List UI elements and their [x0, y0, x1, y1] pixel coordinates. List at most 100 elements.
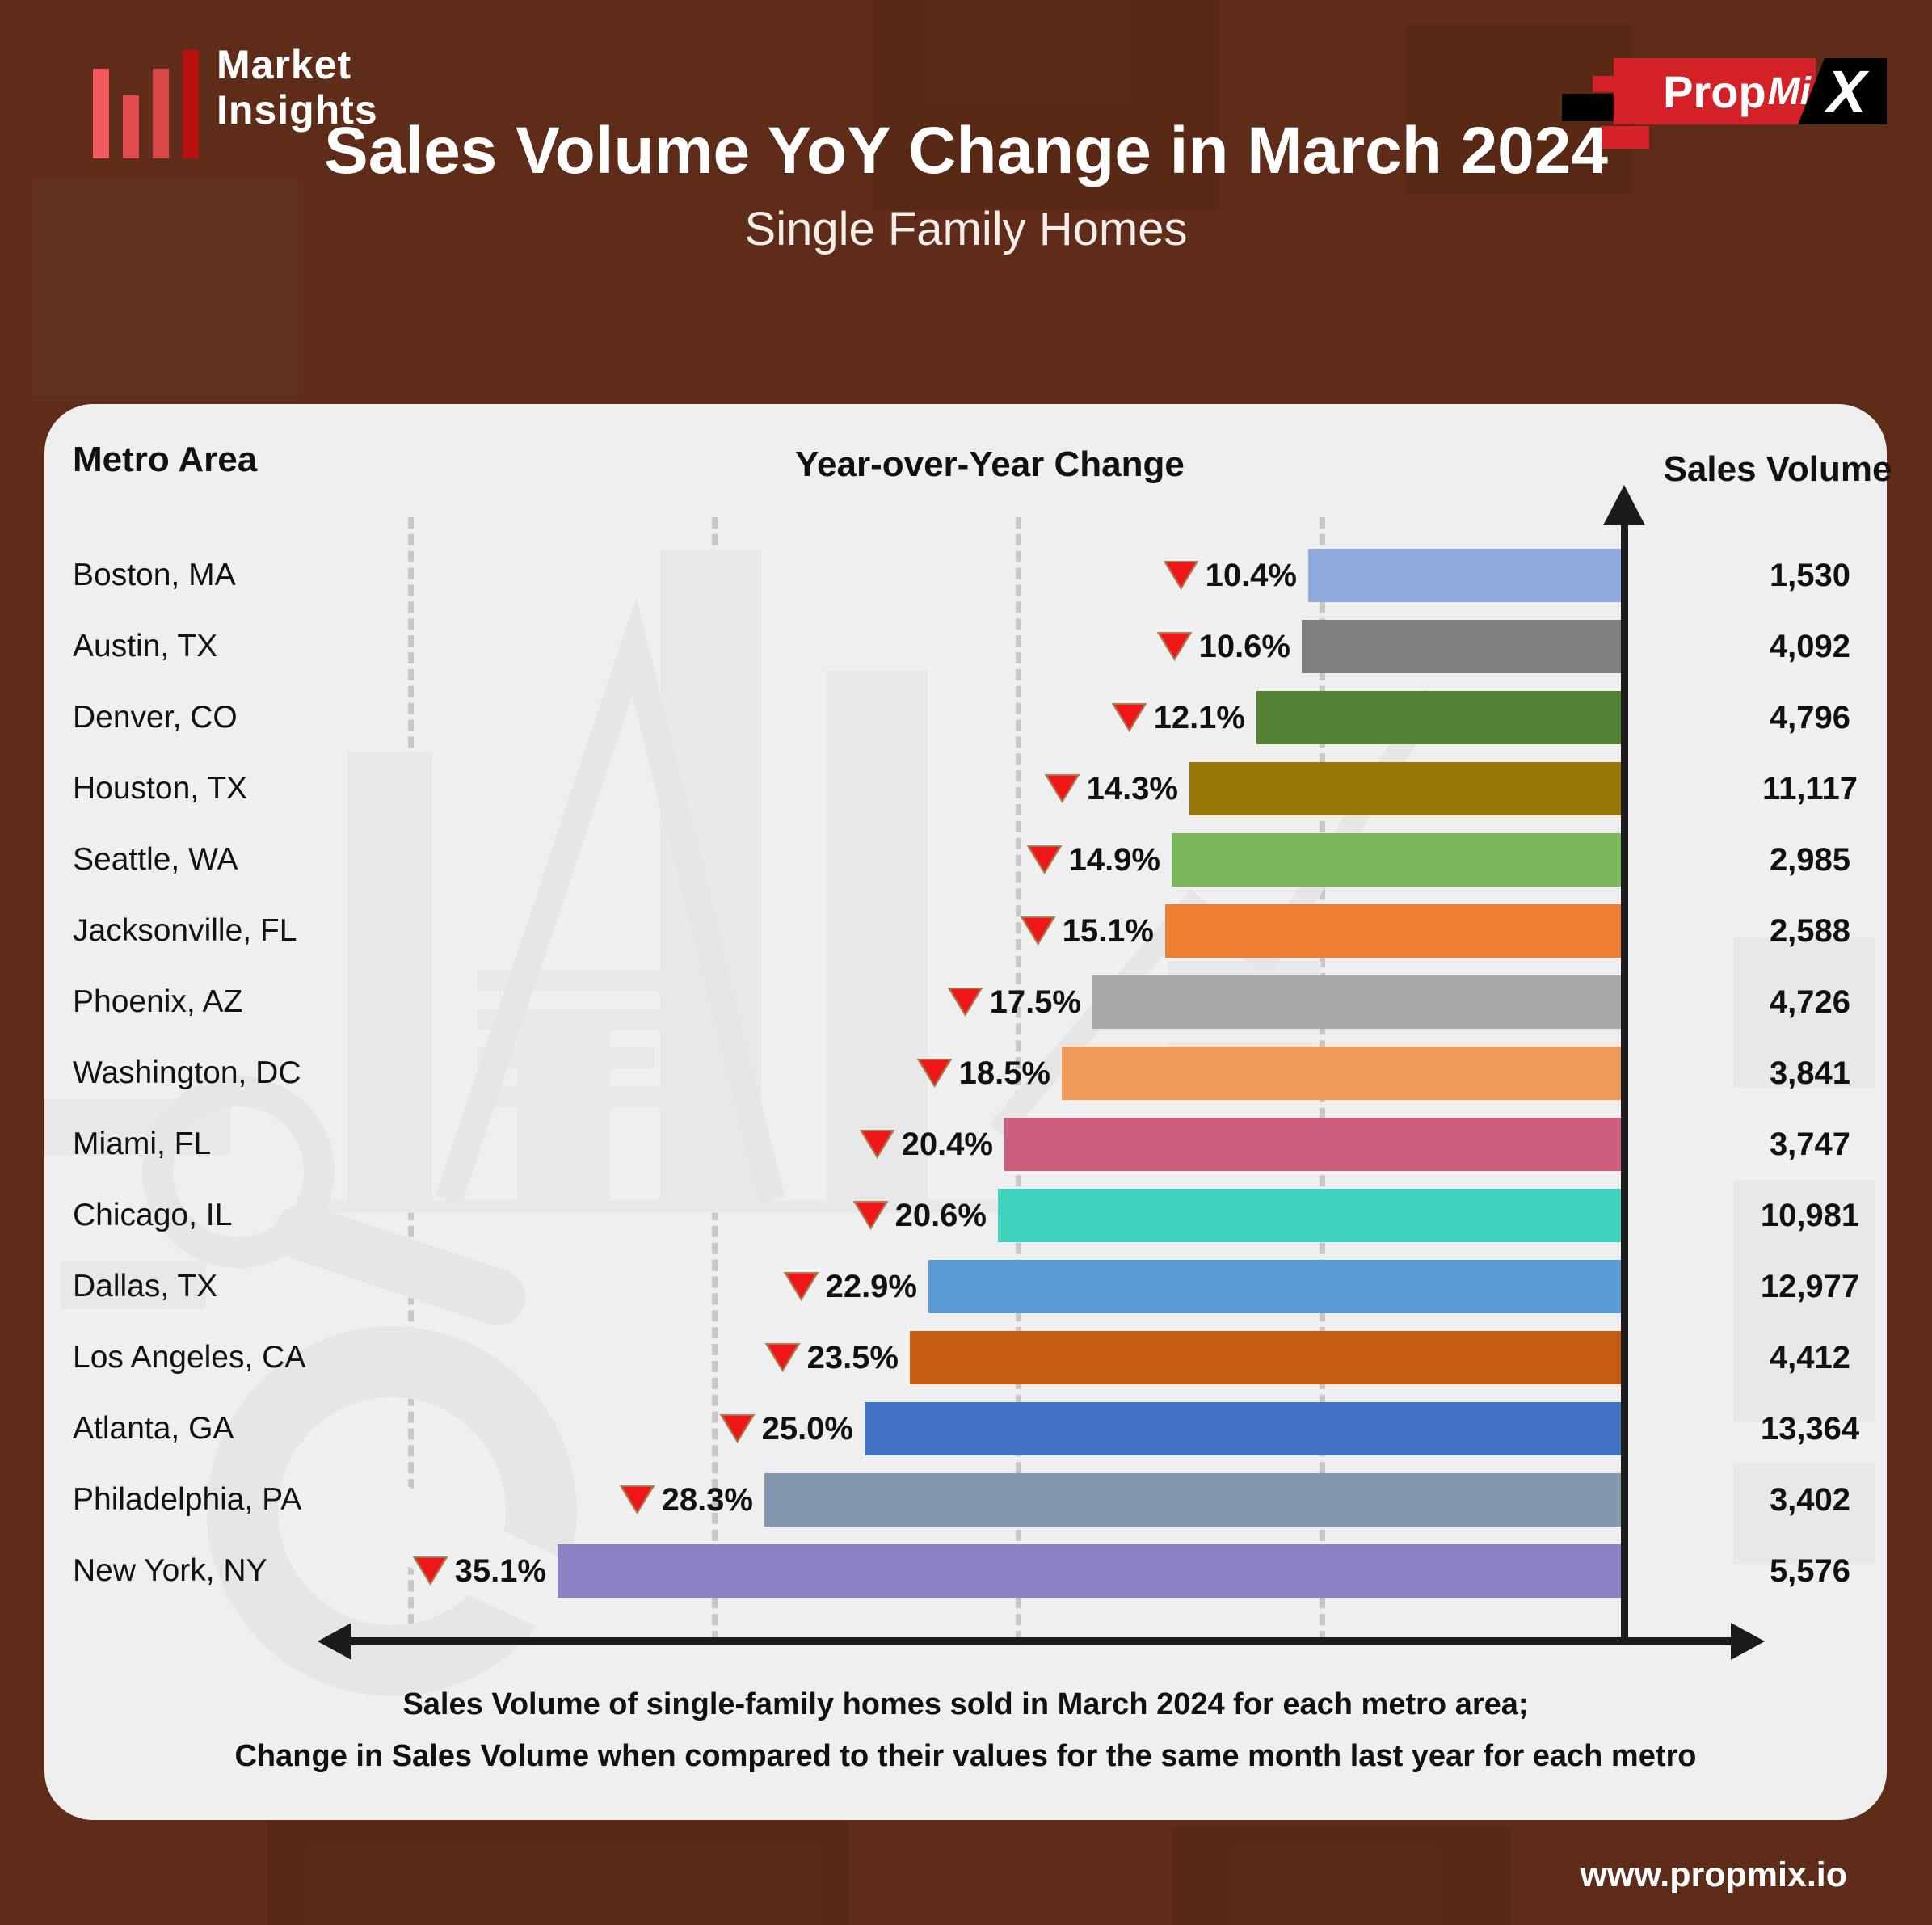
yoy-change-percent-text: 14.9% — [1068, 841, 1160, 878]
market-insights-wordmark: Market Insights — [217, 42, 378, 133]
table-row: Phoenix, AZ 17.5% 4,726 — [44, 967, 1887, 1038]
yoy-change-bar[interactable] — [1308, 549, 1625, 602]
table-row: Chicago, IL 20.6% 10,981 — [44, 1180, 1887, 1251]
metro-area-label: Austin, TX — [73, 629, 218, 663]
yoy-change-value: 20.4% — [859, 1109, 993, 1180]
down-triangle-icon — [412, 1555, 448, 1587]
horizontal-axis-left-arrowhead-icon — [318, 1623, 351, 1660]
down-triangle-icon — [852, 1199, 889, 1232]
metro-area-label: Boston, MA — [73, 558, 236, 592]
yoy-change-bar[interactable] — [1256, 691, 1625, 744]
website-link[interactable]: www.propmix.io — [1580, 1855, 1847, 1894]
metro-area-label: Los Angeles, CA — [73, 1340, 306, 1375]
metro-area-label: Houston, TX — [73, 771, 248, 806]
yoy-change-value: 10.4% — [1163, 540, 1297, 611]
yoy-change-bar[interactable] — [1062, 1047, 1625, 1100]
metro-area-label: Seattle, WA — [73, 842, 238, 877]
yoy-change-percent-text: 35.1% — [454, 1552, 546, 1589]
yoy-change-percent-text: 18.5% — [958, 1055, 1050, 1091]
table-row: Jacksonville, FL 15.1% 2,588 — [44, 895, 1887, 967]
yoy-change-value: 25.0% — [719, 1393, 853, 1464]
page-title: Sales Volume YoY Change in March 2024 — [324, 114, 1608, 187]
yoy-change-value: 12.1% — [1111, 682, 1245, 753]
metro-area-label: Miami, FL — [73, 1127, 212, 1161]
table-row: Boston, MA 10.4% 1,530 — [44, 540, 1887, 611]
logo-bar-icon — [153, 69, 169, 158]
table-row: New York, NY 35.1% 5,576 — [44, 1535, 1887, 1607]
sales-volume-value: 10,981 — [1760, 1198, 1860, 1233]
yoy-change-percent-text: 20.4% — [901, 1126, 993, 1162]
table-row: Seattle, WA 14.9% 2,985 — [44, 824, 1887, 895]
sales-volume-value: 3,402 — [1769, 1482, 1851, 1518]
sales-volume-value: 4,796 — [1769, 700, 1851, 735]
yoy-change-bar[interactable] — [928, 1260, 1625, 1313]
yoy-change-percent-text: 15.1% — [1062, 912, 1154, 949]
down-triangle-icon — [764, 1342, 801, 1374]
yoy-change-percent-text: 10.4% — [1205, 557, 1297, 593]
sales-volume-value: 4,412 — [1769, 1340, 1851, 1375]
down-triangle-icon — [619, 1484, 655, 1516]
propmix-mi-text: Mi — [1767, 70, 1811, 113]
yoy-change-bar[interactable] — [1302, 620, 1625, 673]
sales-volume-value: 3,747 — [1769, 1127, 1851, 1162]
table-row: Philadelphia, PA 28.3% 3,402 — [44, 1464, 1887, 1535]
yoy-change-percent-text: 12.1% — [1153, 699, 1245, 735]
yoy-change-bar[interactable] — [1092, 975, 1625, 1029]
propmix-logo: Prop Mi X — [1555, 47, 1887, 149]
yoy-change-percent-text: 14.3% — [1086, 770, 1178, 807]
yoy-change-percent-text: 28.3% — [661, 1481, 753, 1518]
metro-area-label: Denver, CO — [73, 700, 238, 735]
logo-bar-icon — [93, 69, 109, 158]
yoy-change-percent-text: 20.6% — [894, 1197, 987, 1233]
column-header-metro: Metro Area — [73, 440, 258, 479]
page-subtitle: Single Family Homes — [744, 203, 1188, 255]
down-triangle-icon — [916, 1057, 953, 1089]
sales-volume-value: 1,530 — [1769, 558, 1851, 593]
yoy-change-percent-text: 25.0% — [761, 1410, 853, 1447]
yoy-change-bar[interactable] — [998, 1189, 1625, 1242]
yoy-change-bar[interactable] — [910, 1331, 1625, 1384]
background-texture-block — [1172, 1826, 1511, 1925]
down-triangle-icon — [1111, 701, 1147, 734]
propmix-logo-black-box: X — [1798, 58, 1887, 124]
table-row: Los Angeles, CA 23.5% 4,412 — [44, 1322, 1887, 1393]
background-texture-block — [267, 1822, 848, 1925]
column-header-sales-volume: Sales Volume — [1663, 449, 1892, 489]
down-triangle-icon — [719, 1413, 756, 1445]
down-triangle-icon — [1026, 844, 1063, 876]
yoy-change-percent-text: 17.5% — [989, 984, 1081, 1020]
market-insights-logo-icon — [90, 48, 204, 158]
sales-volume-value: 13,364 — [1760, 1411, 1860, 1447]
sales-volume-value: 11,117 — [1762, 771, 1858, 807]
yoy-change-value: 18.5% — [916, 1038, 1050, 1109]
metro-area-label: Philadelphia, PA — [73, 1482, 302, 1517]
yoy-change-bar[interactable] — [764, 1473, 1625, 1527]
down-triangle-icon — [1020, 915, 1056, 947]
sales-volume-value: 2,588 — [1769, 913, 1851, 949]
propmix-logo-decoration — [1593, 76, 1617, 92]
yoy-change-bar[interactable] — [558, 1544, 1625, 1598]
metro-area-label: New York, NY — [73, 1553, 267, 1588]
yoy-change-percent-text: 22.9% — [825, 1268, 917, 1304]
yoy-change-value: 10.6% — [1156, 611, 1290, 682]
horizontal-axis-right-arrowhead-icon — [1731, 1623, 1765, 1660]
yoy-change-bar[interactable] — [1172, 833, 1625, 887]
yoy-change-value: 28.3% — [619, 1464, 753, 1535]
table-row: Atlanta, GA 25.0% 13,364 — [44, 1393, 1887, 1464]
down-triangle-icon — [783, 1270, 819, 1303]
column-header-yoy-change: Year-over-Year Change — [795, 444, 1185, 484]
yoy-change-bar[interactable] — [1004, 1118, 1625, 1171]
yoy-change-bar[interactable] — [1165, 904, 1625, 958]
yoy-change-value: 35.1% — [412, 1535, 546, 1607]
sales-volume-value: 2,985 — [1769, 842, 1851, 878]
logo-bar-icon — [123, 95, 139, 158]
down-triangle-icon — [947, 986, 983, 1018]
yoy-change-bar[interactable] — [865, 1402, 1625, 1455]
down-triangle-icon — [1156, 630, 1193, 663]
sales-volume-value: 4,092 — [1769, 629, 1851, 664]
logo-text-line2: Insights — [217, 87, 378, 133]
yoy-change-bar[interactable] — [1189, 762, 1625, 815]
down-triangle-icon — [859, 1128, 895, 1160]
yoy-change-value: 15.1% — [1020, 895, 1154, 967]
